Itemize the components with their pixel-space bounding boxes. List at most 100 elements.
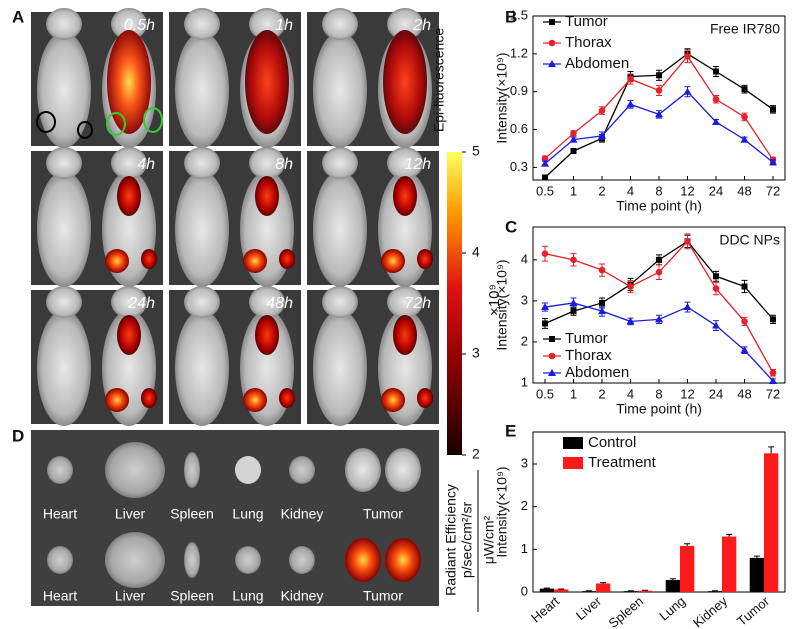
mouse-head [322, 147, 358, 179]
signal [105, 249, 129, 273]
marker [684, 53, 691, 60]
x-tick-label: Tumor [734, 593, 773, 629]
error-bar [669, 578, 676, 581]
y-tick-label: 3 [521, 455, 528, 470]
signal [141, 249, 157, 269]
mouse-body [175, 32, 229, 148]
bar [554, 589, 569, 592]
organ [385, 538, 421, 582]
time-label: 0.5h [124, 17, 155, 34]
legend-label: Treatment [588, 454, 657, 471]
mouse-head [111, 286, 147, 318]
mouse-head [46, 286, 82, 318]
x-tick-label: 4 [627, 386, 634, 401]
time-label: 72h [404, 295, 431, 312]
organ-label: Spleen [170, 506, 214, 522]
marker [656, 256, 662, 263]
y-tick-label: 4 [521, 251, 528, 266]
mouse-head [111, 147, 147, 179]
signal [393, 176, 417, 216]
roi [106, 112, 126, 136]
marker [569, 135, 578, 143]
y-tick-label: 2 [521, 333, 528, 348]
marker [713, 273, 719, 280]
marker [541, 155, 549, 162]
marker [741, 318, 748, 325]
marker [655, 110, 663, 118]
mouse-body [313, 32, 367, 148]
marker [741, 86, 748, 93]
y-tick-label: 1 [521, 541, 528, 556]
mouse-head [387, 147, 423, 179]
signal [105, 388, 129, 412]
organ-label: Liver [115, 506, 146, 522]
marker [542, 320, 548, 327]
marker [712, 95, 720, 103]
x-tick-label: 2 [598, 386, 605, 401]
x-axis-label: Time point (h) [616, 401, 702, 417]
marker [541, 303, 549, 311]
x-axis-label: Time point (h) [616, 198, 702, 214]
organ-label: Kidney [281, 588, 324, 604]
y-tick-label: 1.2 [510, 45, 528, 60]
signal [417, 388, 433, 408]
organ-label: Heart [43, 588, 77, 604]
marker [541, 250, 549, 257]
y-tick-label: 0.9 [510, 83, 528, 98]
series-line [544, 90, 774, 165]
legend-label: Tumor [565, 330, 608, 347]
signal [417, 249, 433, 269]
signal [107, 30, 151, 134]
x-tick-label: Heart [528, 593, 562, 625]
x-tick-label: 8 [655, 183, 662, 198]
x-tick-label: Lung [656, 593, 688, 623]
signal [255, 176, 279, 216]
x-tick-label: 72 [766, 183, 780, 198]
mouse-head [322, 8, 358, 40]
legend-swatch [563, 457, 583, 469]
plot-frame [532, 431, 786, 593]
y-tick-label: 2 [521, 498, 528, 513]
annotation: Free IR780 [710, 21, 780, 37]
bar [623, 591, 638, 592]
colorbar-tick-label: 3 [472, 345, 480, 361]
unit-denominator: μW/cm² [481, 515, 497, 564]
colorbar-tick-label: 4 [472, 244, 480, 260]
error-bar [600, 582, 607, 584]
signal [117, 176, 141, 216]
colorbar-tick-label: 2 [472, 446, 480, 462]
marker [570, 256, 577, 264]
x-tick-label: 2 [598, 183, 605, 198]
organ-label: Lung [232, 588, 263, 604]
roi [143, 107, 163, 133]
organ [105, 532, 165, 588]
marker [655, 87, 663, 94]
marker [570, 308, 577, 315]
mouse-head [249, 8, 285, 40]
legend-marker [548, 369, 556, 376]
x-tick-label: 0.5 [536, 183, 554, 198]
marker [712, 117, 720, 125]
x-tick-label: 0.5 [536, 386, 554, 401]
signal [381, 249, 405, 273]
mouse-head [111, 8, 147, 40]
error-bar [753, 555, 760, 558]
time-label: 1h [275, 17, 293, 34]
marker [541, 159, 549, 167]
marker [626, 100, 635, 108]
x-tick-label: 24 [709, 386, 723, 401]
mouse-body [37, 32, 91, 148]
mouse-head [387, 8, 423, 40]
organ-label: Heart [43, 506, 77, 522]
legend-label: Abdomen [565, 364, 629, 381]
organ-label: Kidney [281, 506, 324, 522]
bar [764, 453, 779, 592]
y-tick-label: 3 [521, 292, 528, 307]
organ [385, 448, 421, 492]
signal [245, 30, 289, 134]
mouse-head [249, 286, 285, 318]
mouse-body [313, 171, 367, 287]
signal [279, 249, 295, 269]
signal [255, 315, 279, 355]
bar [638, 590, 653, 592]
